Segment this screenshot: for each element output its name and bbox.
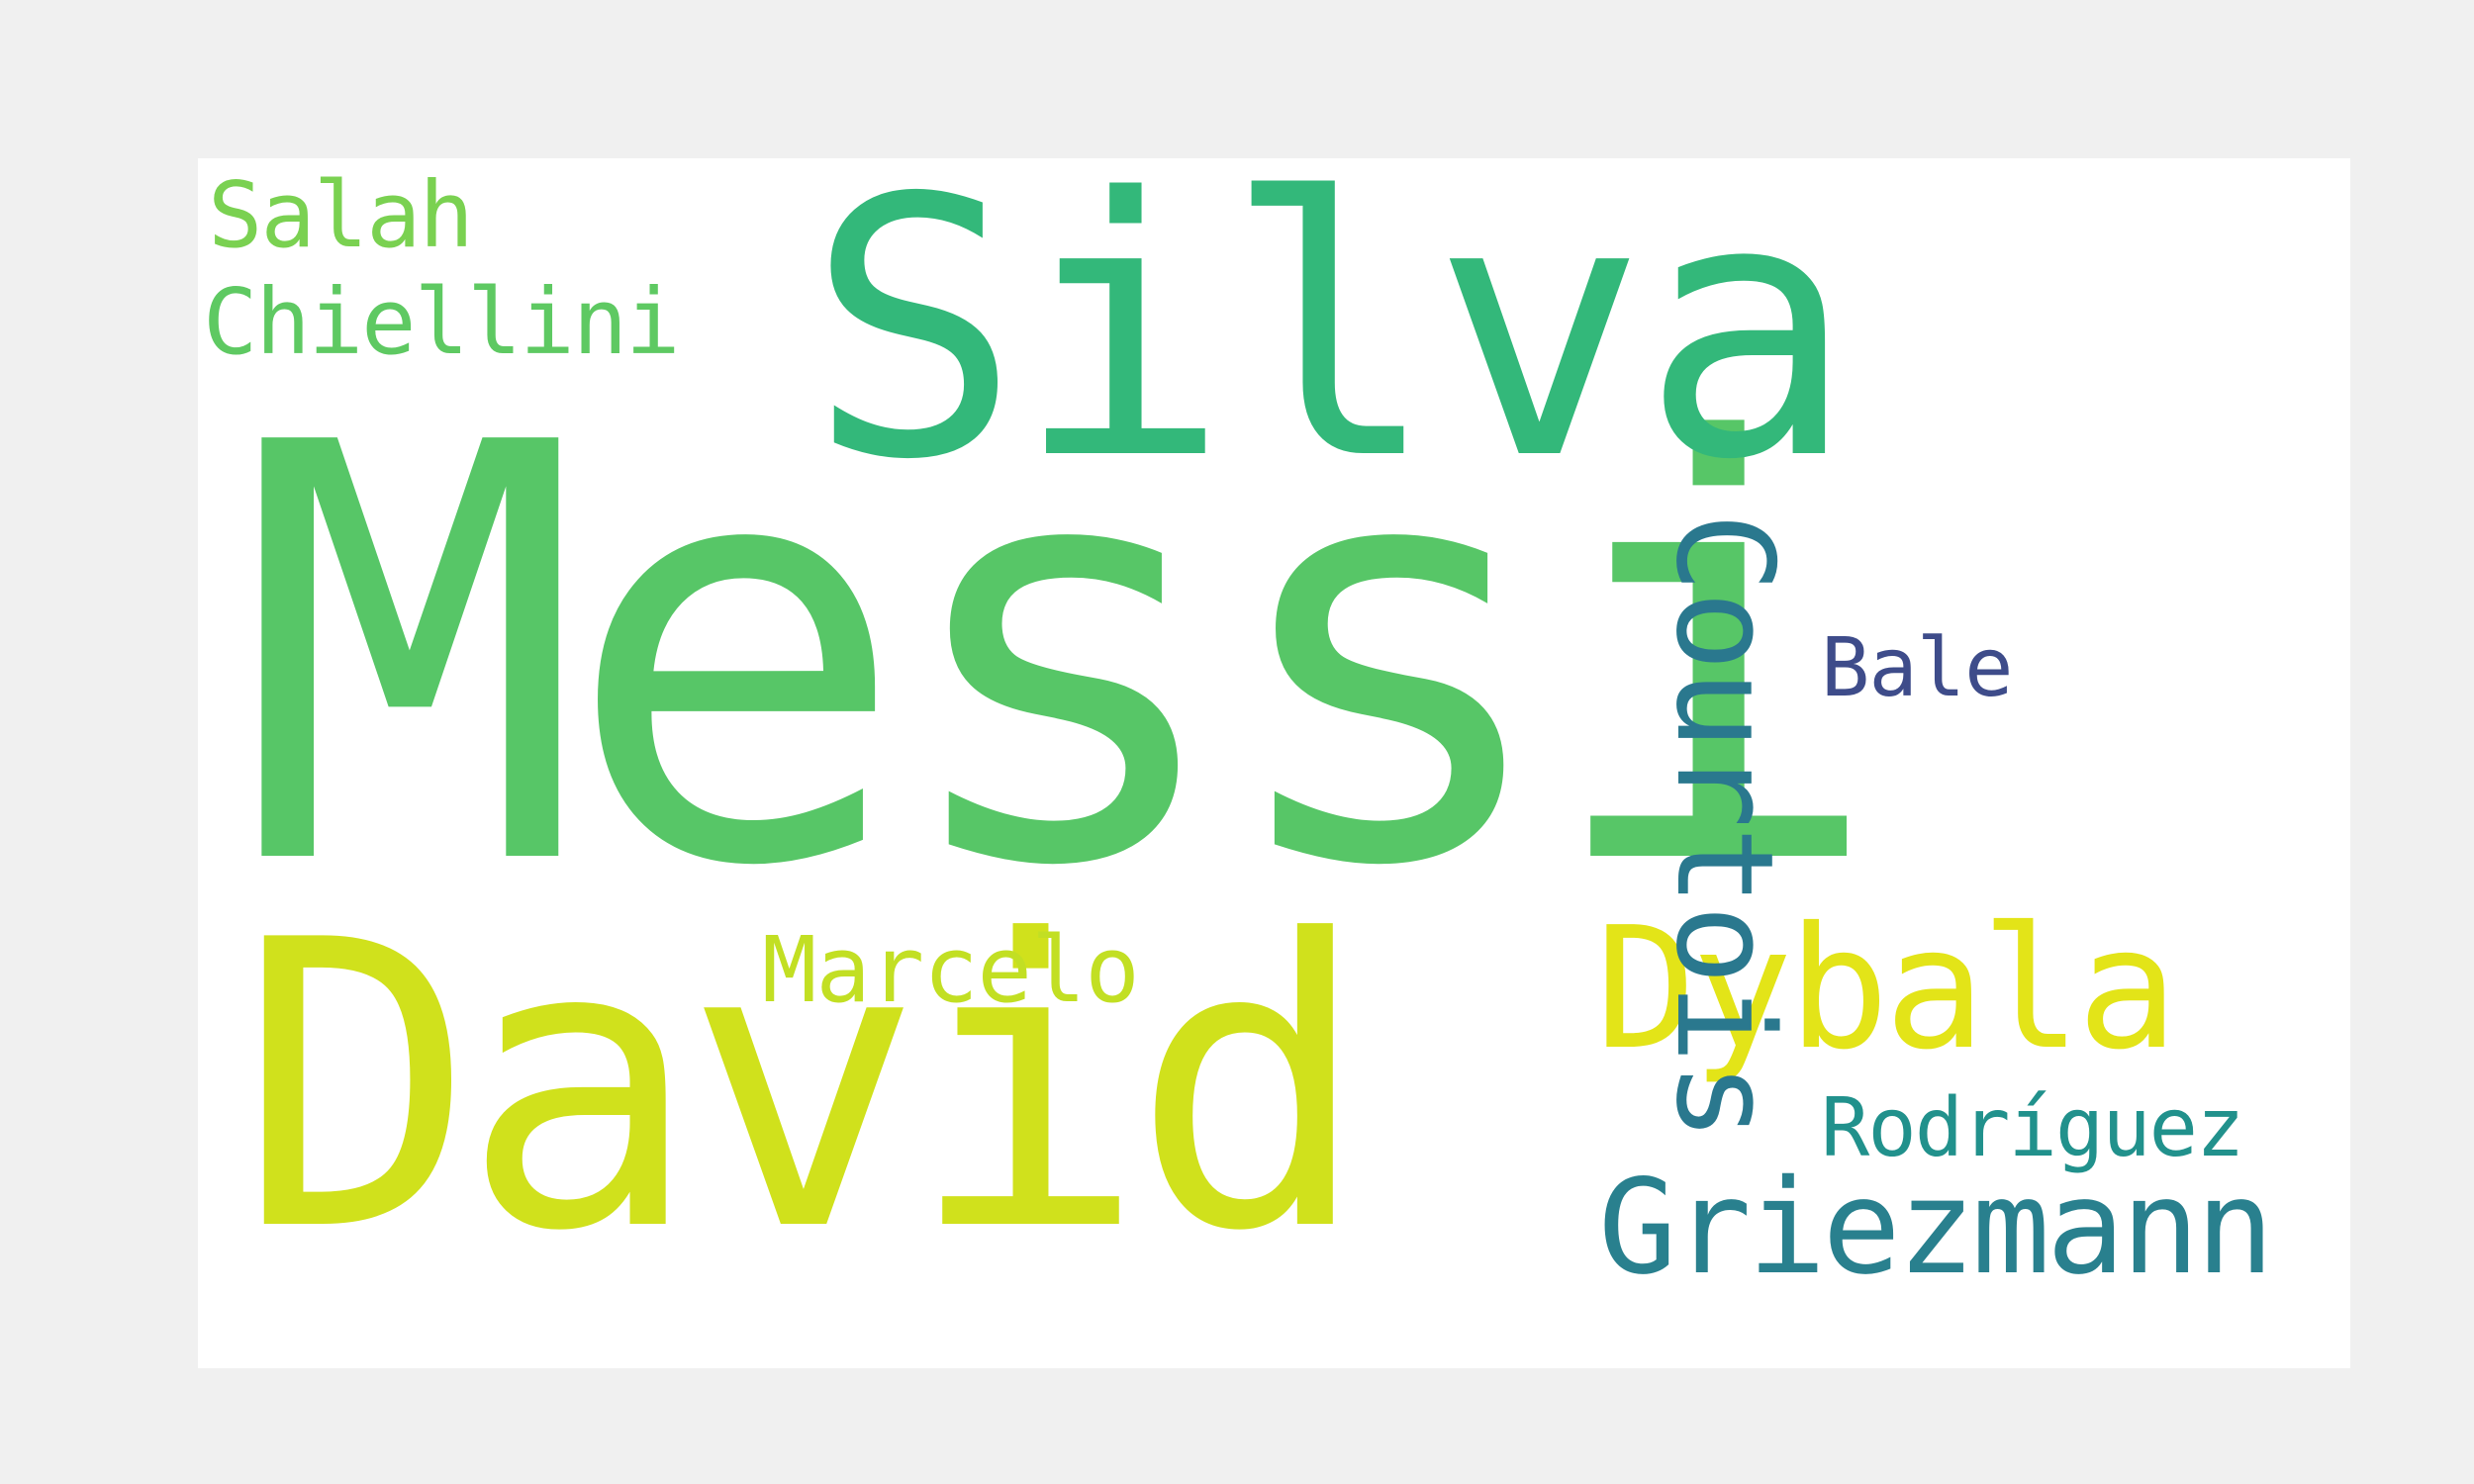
word-courtois: Courtois — [1647, 512, 1802, 1141]
word-cloud: Messi David Silva Dybala Griezmann Court… — [198, 152, 2350, 1368]
word-dybala: Dybala — [1595, 891, 2178, 1087]
word-david: David — [238, 858, 1370, 1318]
word-silva: Silva — [807, 123, 1856, 537]
word-rodriguez: Rodríguez — [1821, 1081, 2244, 1175]
word-bale: Bale — [1821, 621, 2013, 715]
word-marcelo: Marcelo — [762, 917, 1140, 1023]
word-salah: Salah — [208, 162, 474, 268]
word-messi: Messi — [238, 324, 1886, 991]
word-griezmann: Griezmann — [1598, 1152, 2274, 1304]
word-chiellini: Chiellini — [203, 269, 680, 375]
